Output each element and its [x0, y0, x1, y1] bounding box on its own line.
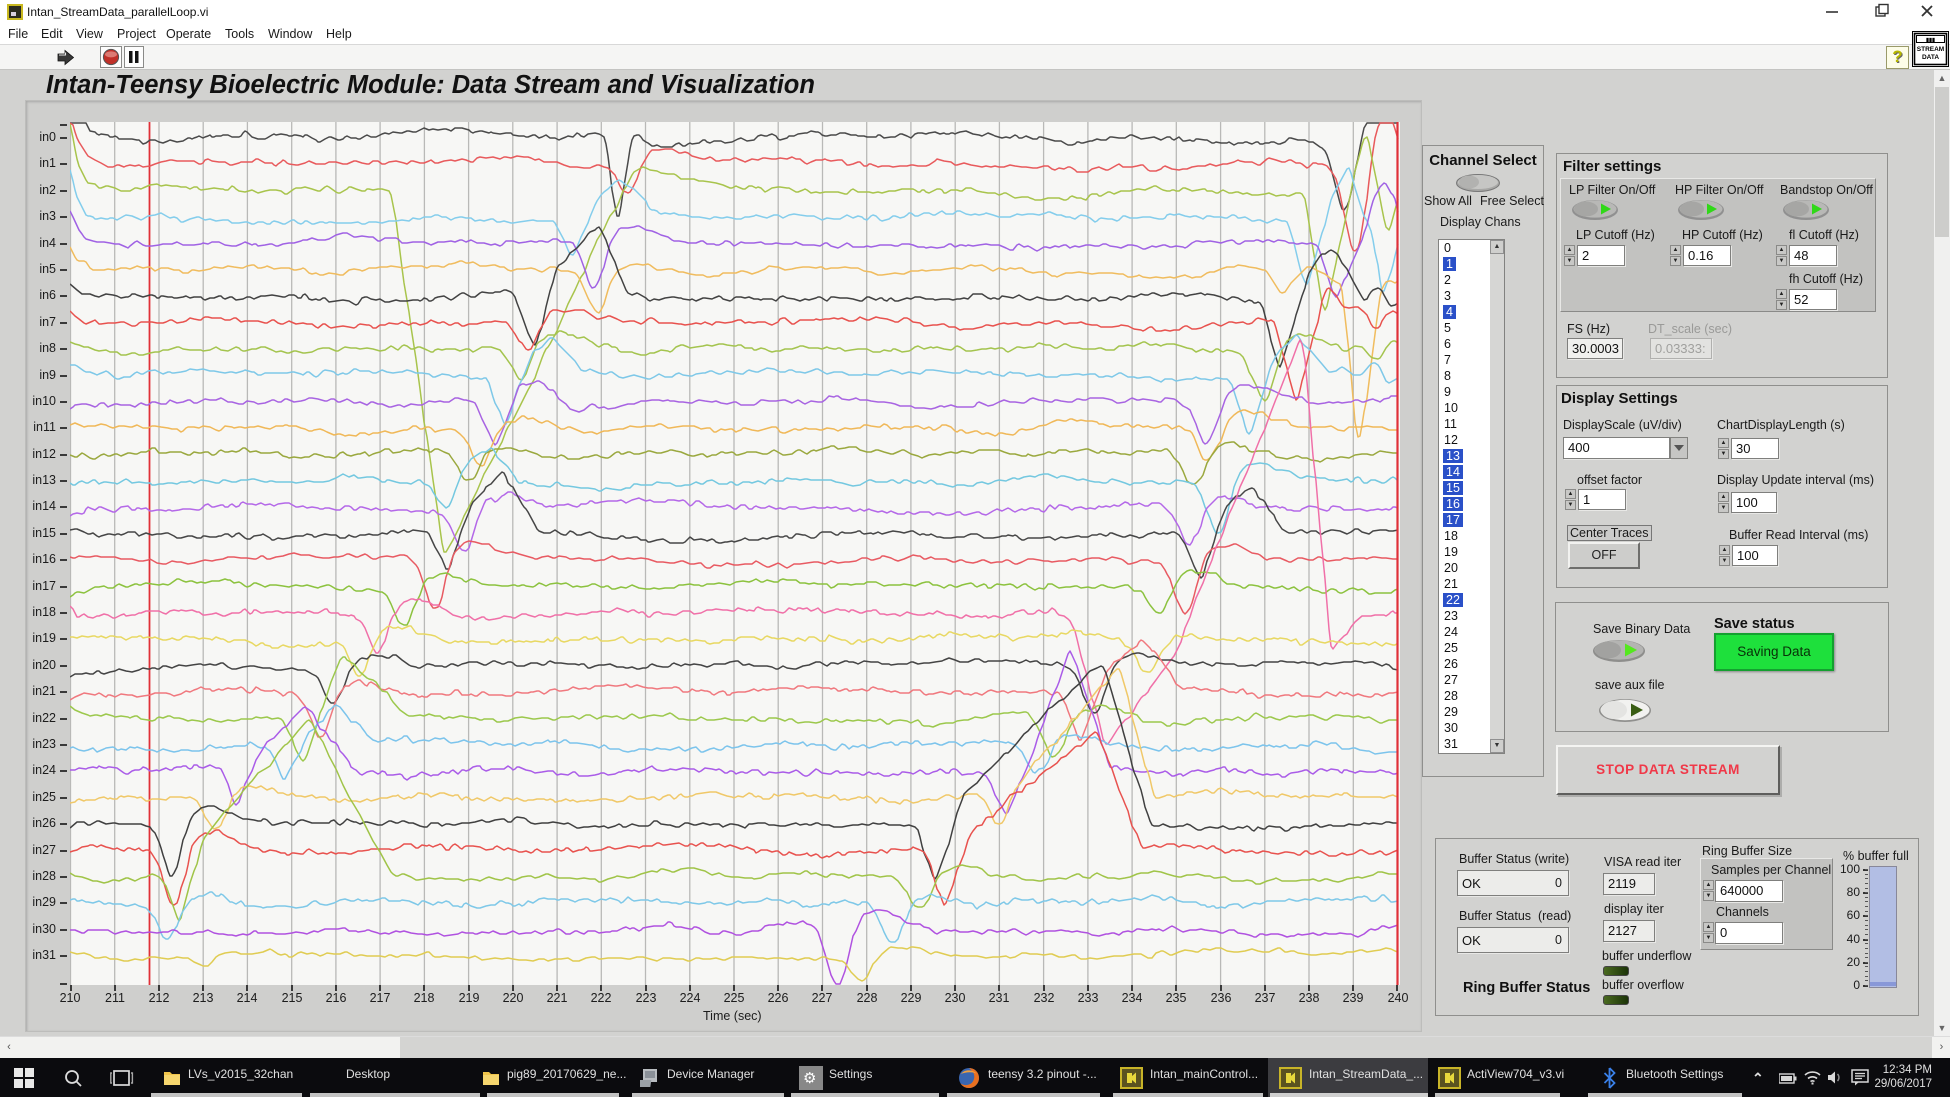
svg-text:DATA: DATA [1922, 54, 1939, 61]
svg-text:▮▮▮: ▮▮▮ [1926, 38, 1935, 44]
svg-text:STREAM: STREAM [1917, 46, 1944, 53]
